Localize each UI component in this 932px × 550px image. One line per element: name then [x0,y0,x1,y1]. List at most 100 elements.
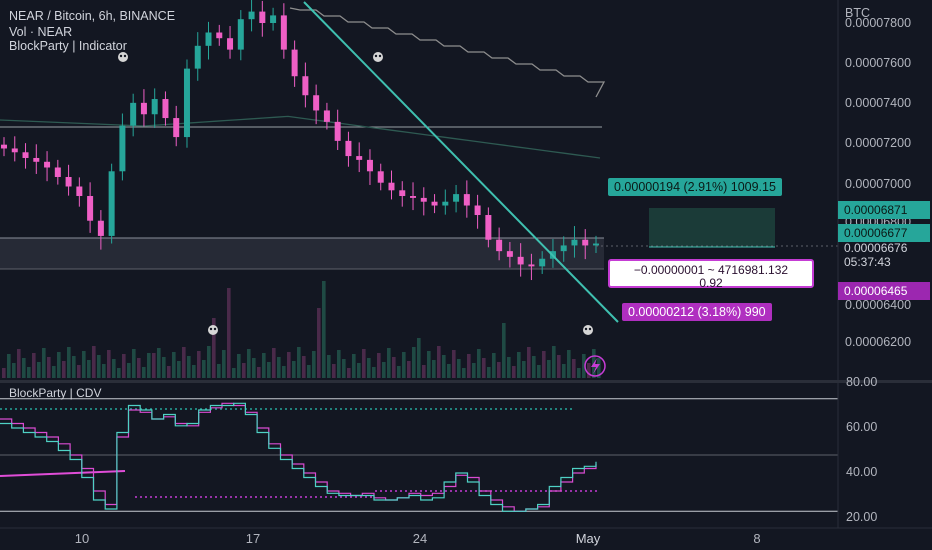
volume-bar [87,360,91,378]
volume-bar [337,350,341,378]
volume-bar [567,350,571,378]
measure-zone-profit [649,208,775,247]
volume-bar [52,366,56,378]
volume-bar [142,367,146,378]
volume-bar [27,367,31,378]
volume-bar [212,318,216,378]
candle-body [162,99,169,119]
volume-bar [102,364,106,378]
candle-body [463,194,470,206]
volume-bar [477,349,481,378]
time-axis-label: 17 [246,531,260,546]
volume-bar [292,361,296,378]
volume-bar [157,348,161,378]
volume-bar [437,346,441,378]
price-axis-currency: BTC [845,6,870,20]
price-axis-label: 0.00007200 [845,136,911,150]
candle-body [54,167,61,177]
measure-box-lower: 0.00000212 (3.18%) 990 [622,303,772,321]
volume-bar [62,361,66,378]
candle-body [87,196,94,221]
cdv-axis-label: 20.00 [846,510,877,524]
candle-body [485,215,492,240]
symbol-title[interactable]: NEAR / Bitcoin, 6h, BINANCE [9,9,176,23]
candle-body [410,196,417,198]
candle-body [517,256,524,265]
candle-body [453,194,460,202]
measure-middle-line2: 0.92 [699,276,723,290]
volume-bar [287,352,291,378]
volume-bar [297,347,301,378]
candle-body [183,68,190,138]
volume-bar [242,363,246,378]
lower-band [0,115,601,159]
candle-body [356,156,363,160]
volume-bar [92,346,96,378]
candle-body [173,118,180,138]
candle-body [496,239,503,252]
volume-bar [332,364,336,378]
skull-eye [378,54,382,58]
cdv-axis-label: 80.00 [846,375,877,389]
volume-bar [182,347,186,378]
candle-body [65,176,72,187]
volume-bar [562,364,566,378]
candle-body [334,121,341,141]
volume-bar [232,368,236,378]
time-axis-label: 24 [413,531,427,546]
volume-bar [572,359,576,378]
volume-bar [22,358,26,378]
cdv-axis-label: 60.00 [846,420,877,434]
candle-body [571,239,578,246]
candle-body [22,152,29,158]
cdv-legend[interactable]: BlockParty | CDV [9,386,102,400]
volume-bar [417,338,421,378]
indicator-legend[interactable]: BlockParty | Indicator [9,39,127,53]
volume-bar [162,357,166,378]
candle-body [302,76,309,96]
volume-bar [357,363,361,378]
volume-bar [312,351,316,378]
volume-bar [217,364,221,378]
candle-body [399,190,406,197]
volume-bar [582,354,586,378]
candle-body [280,15,287,50]
candle-body [560,245,567,252]
volume-bar [527,347,531,378]
candle-body [313,95,320,111]
candle-body [345,140,352,157]
volume-bar [77,365,81,378]
volume-bar [207,346,211,378]
candle-body [474,205,481,216]
volume-bar [532,356,536,378]
candle-body [108,171,115,236]
volume-bar [177,361,181,378]
volume-bar [237,354,241,378]
candle-body [76,186,83,197]
volume-bar [272,348,276,378]
candle-body [248,11,255,20]
price-axis-label: 0.00007000 [845,177,911,191]
volume-bar [387,348,391,378]
volume-bar [97,355,101,378]
volume-legend[interactable]: Vol · NEAR [9,25,73,39]
volume-bar [597,358,601,378]
volume-bar [192,365,196,378]
candle-body [431,201,438,206]
volume-bar [252,358,256,378]
volume-bar [147,353,151,378]
volume-bar [67,347,71,378]
candle-body [33,157,40,162]
skull-eye [123,54,127,58]
skull-icon [373,52,383,62]
volume-bar [547,360,551,378]
volume-bar [407,361,411,378]
cdv-series-b [0,402,597,512]
volume-bar [107,350,111,378]
volume-bar [2,368,6,378]
candle-body [237,19,244,50]
volume-bar [262,353,266,378]
candle-body [539,258,546,267]
candle-body [366,159,373,172]
volume-bar [422,365,426,378]
